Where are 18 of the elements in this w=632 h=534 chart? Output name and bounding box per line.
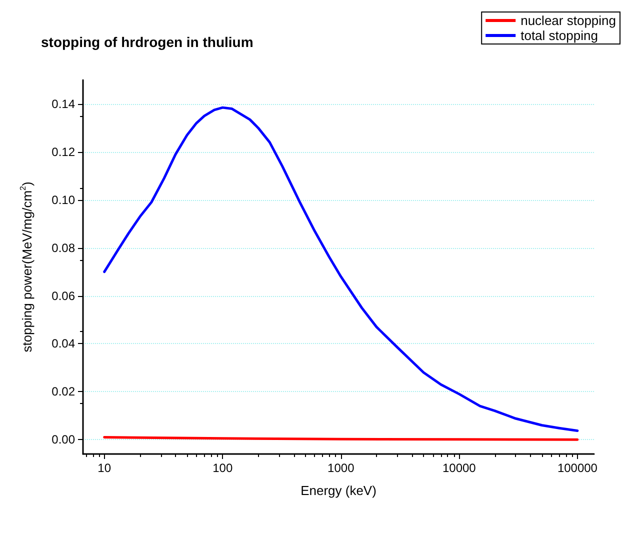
y-tick-label: 0.12 [52,144,76,159]
y-tick-label: 0.00 [52,432,76,447]
y-tick-label: 0.06 [52,288,76,303]
x-tick-label: 100000 [557,461,598,475]
chart-title: stopping of hrdrogen in thulium [41,34,254,50]
y-tick-label: 0.10 [52,192,76,207]
x-axis-title: Energy (keV) [300,483,376,498]
legend-label: nuclear stopping [520,13,616,28]
x-tick-label: 10000 [442,461,476,475]
legend-label: total stopping [520,28,598,43]
y-tick-label: 0.08 [52,240,76,255]
y-tick-label: 0.14 [52,96,76,111]
y-axis-title: stopping power(MeV/mg/cm2) [18,182,34,352]
y-tick-label: 0.02 [52,384,76,399]
x-tick-label: 1000 [328,461,355,475]
x-tick-label: 100 [212,461,233,475]
y-tick-label: 0.04 [52,336,76,351]
x-tick-label: 10 [98,461,112,475]
